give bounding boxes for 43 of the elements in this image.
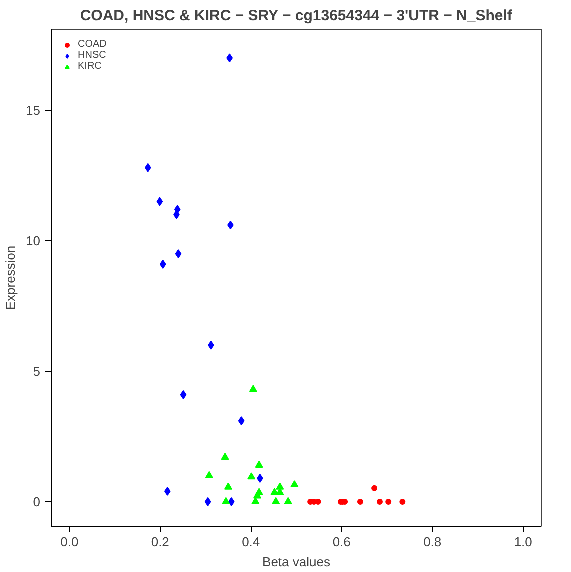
x-tick-label: 0.2 <box>151 534 170 550</box>
point <box>386 498 392 505</box>
point <box>205 471 214 478</box>
point <box>228 497 235 506</box>
legend-label: COAD <box>78 39 107 50</box>
point <box>270 488 279 496</box>
point <box>400 498 406 505</box>
point <box>372 485 378 492</box>
y-axis-title: Expression <box>3 246 18 310</box>
y-tick-label: 0 <box>33 494 41 510</box>
chart-title: COAD, HNSC & KIRC − SRY − cg13654344 − 3'UTR − N_Shelf <box>80 8 514 24</box>
point <box>175 249 182 258</box>
y-tick-label: 15 <box>26 102 41 118</box>
point <box>255 460 264 468</box>
x-tick-label: 0.6 <box>332 534 351 550</box>
x-tick-label: 1.0 <box>514 534 532 550</box>
x-tick-label: 0.0 <box>60 534 79 550</box>
point <box>164 487 171 496</box>
point <box>180 390 187 400</box>
point <box>376 498 383 505</box>
point <box>204 497 212 506</box>
y-tick-label: 10 <box>26 233 41 248</box>
point <box>238 416 245 426</box>
point <box>156 197 164 206</box>
y-tick-label: 5 <box>33 364 41 379</box>
point <box>221 453 230 460</box>
point <box>272 497 280 504</box>
point <box>224 482 232 490</box>
legend-label: HNSC <box>78 50 106 61</box>
point <box>248 472 256 480</box>
x-tick-label: 0.8 <box>424 534 442 550</box>
point <box>144 163 152 172</box>
point <box>357 498 364 505</box>
point <box>253 492 262 499</box>
point <box>222 497 230 504</box>
point <box>284 497 292 504</box>
x-axis-title: Beta values <box>262 554 331 570</box>
point <box>160 260 166 269</box>
point <box>249 385 258 392</box>
point <box>290 480 299 488</box>
x-tick-label: 0.4 <box>242 534 260 550</box>
legend-label: KIRC <box>78 61 102 72</box>
point <box>276 482 284 490</box>
